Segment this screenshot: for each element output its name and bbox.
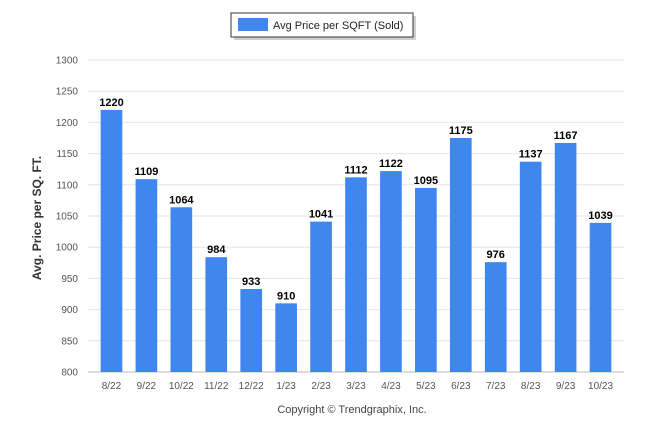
copyright-text: Copyright © Trendgraphix, Inc. bbox=[277, 404, 426, 416]
x-tick-label: 12/22 bbox=[239, 381, 264, 392]
data-label: 1095 bbox=[414, 175, 438, 187]
y-tick-label: 1050 bbox=[56, 212, 79, 223]
data-label: 1041 bbox=[309, 209, 333, 221]
bar[interactable] bbox=[135, 179, 158, 372]
data-label: 910 bbox=[277, 290, 295, 302]
bar[interactable] bbox=[484, 262, 507, 372]
x-tick-label: 8/22 bbox=[102, 381, 122, 392]
x-tick-label: 8/23 bbox=[521, 381, 541, 392]
data-label: 1112 bbox=[344, 164, 367, 176]
y-tick-label: 1300 bbox=[56, 56, 79, 67]
data-label: 1167 bbox=[554, 130, 578, 142]
x-tick-label: 11/22 bbox=[204, 381, 229, 392]
data-label: 1064 bbox=[169, 194, 194, 206]
x-tick-label: 10/23 bbox=[588, 381, 613, 392]
data-label: 933 bbox=[242, 276, 260, 288]
data-labels: 1220 1109 1064 984 933 910 1041 1112 1122 1095 117… bbox=[99, 97, 613, 302]
data-label: 1122 bbox=[379, 158, 403, 170]
bar[interactable] bbox=[380, 171, 402, 372]
x-tick-label: 10/22 bbox=[169, 381, 194, 392]
bar[interactable] bbox=[170, 207, 193, 372]
data-label: 976 bbox=[487, 249, 505, 261]
y-tick-label: 800 bbox=[61, 368, 78, 379]
bar[interactable] bbox=[275, 303, 297, 372]
bar[interactable] bbox=[310, 221, 332, 372]
bar[interactable] bbox=[519, 161, 542, 372]
y-axis: 800 850 900 950 1000 1050 1100 1150 1200 1250 1300 bbox=[56, 56, 79, 379]
legend-swatch bbox=[238, 18, 268, 31]
y-tick-label: 900 bbox=[61, 305, 78, 316]
bar[interactable] bbox=[415, 187, 437, 372]
y-tick-label: 1000 bbox=[56, 243, 79, 254]
bar[interactable] bbox=[589, 222, 612, 372]
x-tick-label: 4/23 bbox=[381, 381, 401, 392]
x-tick-label: 9/23 bbox=[556, 381, 576, 392]
x-tick-label: 5/23 bbox=[416, 381, 436, 392]
x-tick-label: 2/23 bbox=[311, 381, 331, 392]
y-tick-label: 850 bbox=[61, 336, 78, 347]
bar[interactable] bbox=[554, 142, 577, 372]
data-label: 984 bbox=[207, 244, 226, 256]
y-axis-title: Avg. Price per SQ. FT. bbox=[30, 156, 44, 280]
data-label: 1137 bbox=[519, 149, 543, 161]
bar[interactable] bbox=[449, 138, 472, 372]
x-tick-label: 9/22 bbox=[137, 381, 157, 392]
y-tick-label: 1250 bbox=[56, 87, 79, 98]
bar[interactable] bbox=[345, 177, 367, 372]
x-tick-label: 3/23 bbox=[346, 381, 366, 392]
x-tick-label: 6/23 bbox=[451, 381, 471, 392]
data-label: 1175 bbox=[449, 125, 473, 137]
legend[interactable]: Avg Price per SQFT (Sold) bbox=[230, 12, 416, 40]
bar[interactable] bbox=[100, 109, 123, 373]
data-label: 1109 bbox=[134, 166, 158, 178]
data-label: 1220 bbox=[99, 97, 123, 109]
y-tick-label: 1200 bbox=[56, 118, 79, 129]
bar[interactable] bbox=[205, 257, 228, 372]
x-tick-label: 1/23 bbox=[276, 381, 296, 392]
bar-series bbox=[100, 109, 612, 373]
y-tick-label: 1150 bbox=[56, 149, 78, 160]
bar[interactable] bbox=[240, 289, 263, 372]
data-label: 1039 bbox=[588, 210, 612, 222]
x-tick-label: 7/23 bbox=[486, 381, 506, 392]
y-tick-label: 1100 bbox=[56, 180, 78, 191]
y-tick-label: 950 bbox=[61, 274, 78, 285]
legend-label: Avg Price per SQFT (Sold) bbox=[273, 20, 403, 32]
x-axis: 8/22 9/22 10/22 11/22 12/22 1/23 2/23 3/23 4/23 5… bbox=[102, 381, 614, 392]
